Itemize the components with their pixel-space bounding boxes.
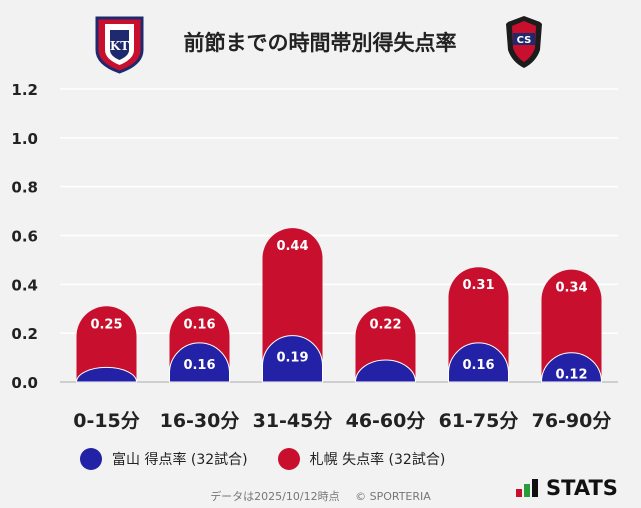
bar-label-home: 0.19 (276, 351, 308, 366)
x-tick-label: 46-60分 (346, 410, 426, 432)
legend-swatch-home (80, 448, 102, 470)
copyright: © SPORTERIA (355, 490, 431, 503)
y-tick-label: 1.0 (11, 130, 38, 148)
bar-home (169, 342, 230, 383)
stats-logo-mark (516, 479, 540, 497)
footer: データは2025/10/12時点 © SPORTERIA (0, 488, 641, 504)
legend-label-home: 富山 得点率 (32試合) (112, 452, 248, 468)
legend-item-home: 富山 得点率 (32試合) (80, 448, 248, 470)
legend-swatch-away (277, 448, 300, 470)
bar-label-away: 0.22 (369, 317, 401, 332)
bar-home (540, 352, 603, 383)
bar-label-away: 0.16 (183, 317, 215, 332)
bar-label-away: 0.31 (462, 278, 494, 293)
data-date: データは2025/10/12時点 (210, 490, 340, 503)
y-tick-label: 0.0 (11, 374, 38, 392)
x-tick-label: 0-15分 (73, 410, 140, 432)
stats-logo: STATS (516, 476, 618, 500)
bar-label-away: 0.34 (555, 281, 587, 296)
bar-label-home: 0.12 (555, 368, 587, 383)
y-tick-label: 0.2 (11, 325, 38, 343)
svg-text:KT: KT (110, 39, 129, 53)
x-tick-label: 76-90分 (532, 410, 612, 432)
y-tick-label: 0.6 (11, 228, 38, 246)
bar-label-home: 0.16 (462, 358, 494, 373)
legend-label-away: 札幌 失点率 (32試合) (309, 452, 446, 468)
away-team-emblem: CS (506, 16, 542, 68)
bar-home (75, 366, 138, 383)
svg-text:CS: CS (517, 35, 532, 46)
grid (60, 88, 618, 383)
x-axis: 0-15分 16-30分 31-45分 46-60分 61-75分 76-90分 (73, 410, 611, 432)
chart-title: 前節までの時間帯別得失点率 (184, 31, 457, 55)
bar-label-home: 0.16 (183, 358, 215, 373)
bar-away (541, 269, 602, 382)
bar-away (76, 306, 137, 382)
bars (75, 228, 603, 383)
bar-home (354, 359, 417, 383)
bar-home (262, 335, 323, 383)
bar-label-away: 0.44 (276, 239, 308, 254)
bar-labels: 0.25 0.16 0.16 0.44 0.19 0.22 0.31 0.16 0.34 0.12 (90, 239, 587, 383)
x-tick-label: 31-45分 (253, 410, 333, 432)
bar-home (448, 342, 509, 383)
legend-item-away: 札幌 失点率 (32試合) (277, 448, 446, 470)
stats-logo-text: STATS (546, 476, 618, 500)
y-tick-label: 1.2 (11, 81, 38, 99)
y-axis: 0.0 0.2 0.4 0.6 0.8 1.0 1.2 (11, 81, 38, 392)
legend: 富山 得点率 (32試合) 札幌 失点率 (32試合) (80, 448, 475, 470)
chart: KT 前節までの時間帯別得失点率 CS 0.25 0.16 0.16 0.44 0.19… (11, 16, 618, 432)
x-tick-label: 16-30分 (160, 410, 240, 432)
y-tick-label: 0.8 (11, 179, 38, 197)
x-tick-label: 61-75分 (439, 410, 519, 432)
home-team-emblem: KT (95, 16, 144, 74)
y-tick-label: 0.4 (11, 276, 38, 294)
bar-label-away: 0.25 (90, 317, 122, 332)
